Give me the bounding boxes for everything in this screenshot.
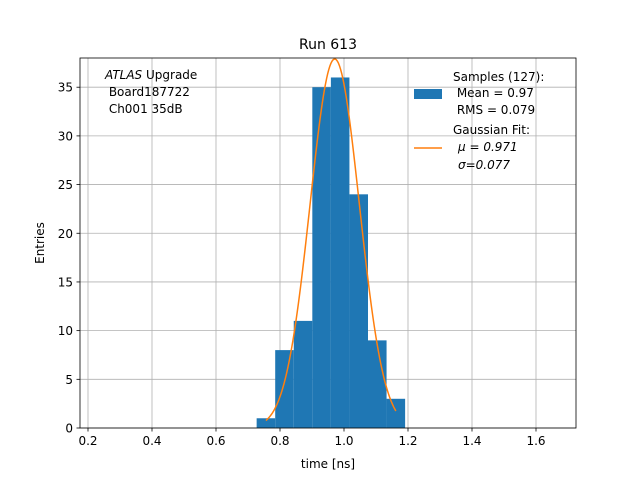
x-tick-label: 0.2 xyxy=(78,434,97,448)
x-tick-label: 0.6 xyxy=(206,434,225,448)
histogram-bar xyxy=(349,194,368,428)
legend-fit-line-1: Gaussian Fit: xyxy=(453,123,530,137)
x-axis-label: time [ns] xyxy=(301,457,355,471)
legend-samples-line-3: RMS = 0.079 xyxy=(453,103,535,117)
y-tick-label: 25 xyxy=(58,178,73,192)
legend-fit-line-2: μ = 0.971 xyxy=(457,140,518,154)
y-tick-label: 30 xyxy=(58,129,73,143)
histogram-bar xyxy=(275,350,294,428)
y-axis-label: Entries xyxy=(33,222,47,264)
atlas-annotation: ATLAS Upgrade Board187722 Ch001 35dB xyxy=(104,68,197,116)
annotation-line-1: ATLAS Upgrade xyxy=(104,68,197,82)
histogram-bar xyxy=(330,77,350,428)
x-tick-label: 1.2 xyxy=(398,434,417,448)
annotation-line-3: Ch001 35dB xyxy=(105,102,183,116)
histogram-bar xyxy=(256,418,276,428)
histogram-bar xyxy=(386,398,406,428)
x-tick-label: 1.6 xyxy=(526,434,545,448)
y-tick-label: 15 xyxy=(58,275,73,289)
x-tick-label: 0.4 xyxy=(142,434,161,448)
y-tick-label: 5 xyxy=(65,373,73,387)
histogram-bar xyxy=(293,320,313,428)
plot-frame xyxy=(79,57,577,429)
chart-title: Run 613 xyxy=(299,37,357,53)
y-tick-label: 35 xyxy=(58,81,73,95)
histogram-bars xyxy=(256,77,406,429)
x-tick-label: 0.8 xyxy=(270,434,289,448)
y-tick-label: 20 xyxy=(58,227,73,241)
annotation-upgrade: Upgrade xyxy=(142,68,197,82)
x-tick-label: 1.4 xyxy=(462,434,481,448)
x-tick-label: 1.0 xyxy=(334,434,353,448)
annotation-line-2: Board187722 xyxy=(105,85,190,99)
annotation-atlas-italic: ATLAS xyxy=(104,68,143,82)
legend-samples-line-1: Samples (127): xyxy=(453,70,544,84)
legend: Samples (127): Mean = 0.97 RMS = 0.079 G… xyxy=(414,70,544,172)
legend-fit-line-3: σ=0.077 xyxy=(458,158,510,172)
y-tick-label: 0 xyxy=(65,422,73,436)
y-ticks: 0 5 10 15 20 25 30 35 xyxy=(58,81,80,436)
legend-samples-swatch xyxy=(414,89,442,99)
y-tick-label: 10 xyxy=(58,324,73,338)
legend-samples-line-2: Mean = 0.97 xyxy=(453,86,534,100)
histogram-bar xyxy=(312,87,331,429)
gaussian-fit-line xyxy=(265,58,397,422)
histogram-bar xyxy=(368,340,387,428)
x-ticks: 0.2 0.4 0.6 0.8 1.0 1.2 1.4 1.6 xyxy=(78,428,546,448)
